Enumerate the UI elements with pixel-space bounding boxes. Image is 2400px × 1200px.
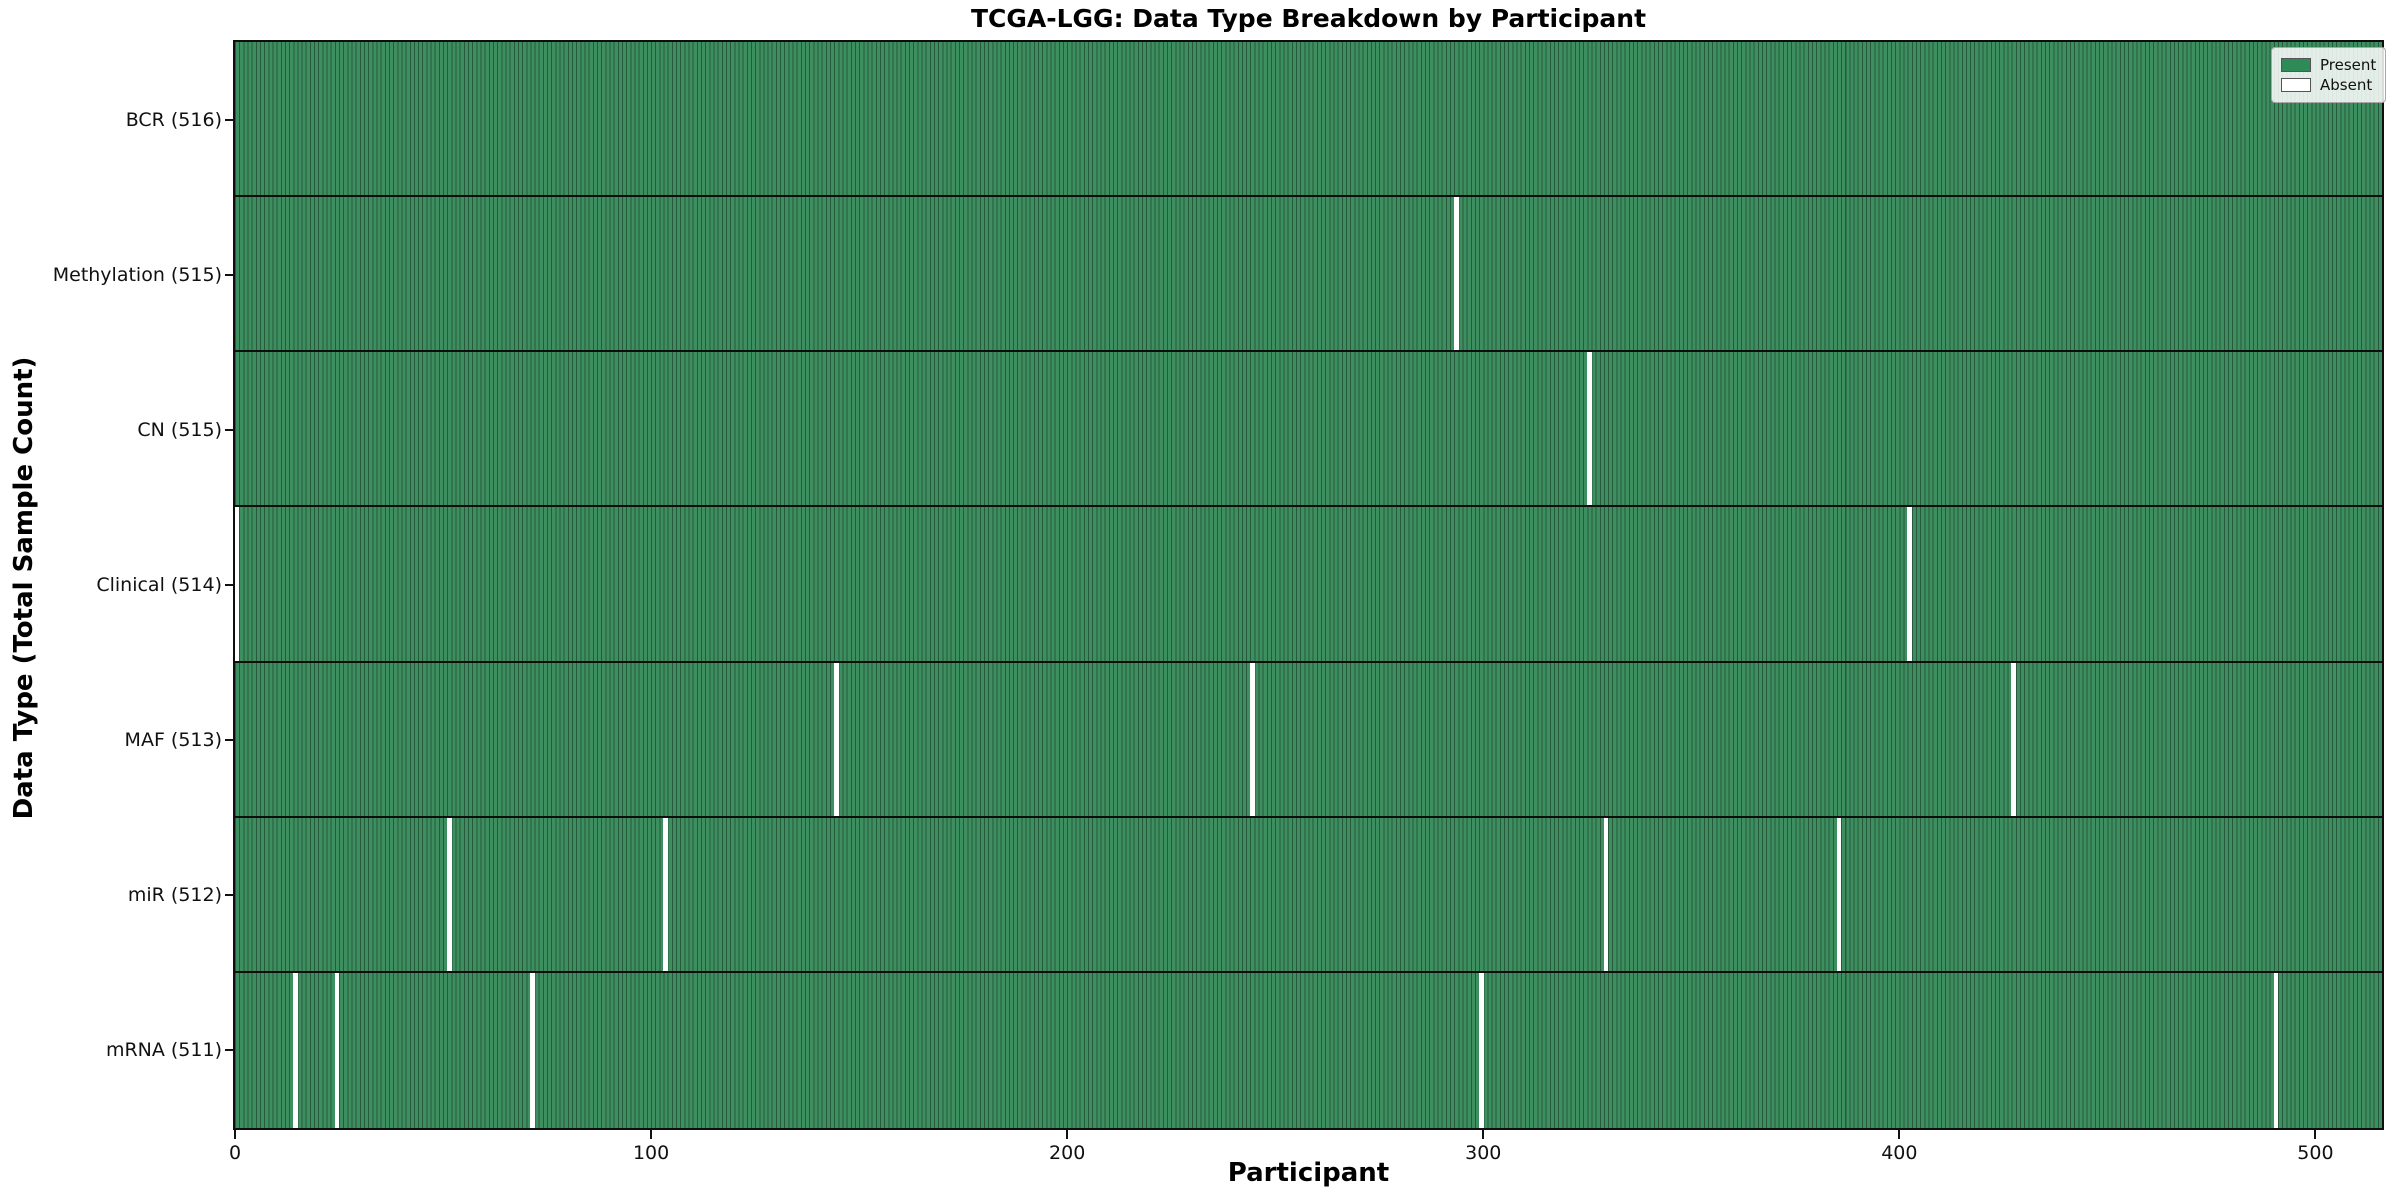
absent-gap (1603, 817, 1609, 971)
y-tick-mark (225, 894, 233, 897)
absent-gap (1907, 507, 1913, 661)
x-tick-mark (650, 1130, 653, 1139)
absent-gap (2273, 972, 2279, 1128)
legend: Present Absent (2271, 47, 2387, 103)
x-tick-mark (2314, 1130, 2317, 1139)
row-strip-mir (235, 817, 2382, 973)
x-tick-mark (1482, 1130, 1485, 1139)
x-tick-mark (1066, 1130, 1069, 1139)
y-tick-mark (225, 273, 233, 276)
chart-title: TCGA-LGG: Data Type Breakdown by Partici… (970, 4, 1647, 33)
x-tick-mark (234, 1130, 236, 1139)
row-strip-clinical (235, 507, 2382, 663)
absent-gap (1836, 817, 1842, 971)
y-tick-label: Methylation (515) (52, 263, 222, 286)
x-tick-label: 200 (1049, 1142, 1086, 1164)
y-tick-label: mRNA (511) (105, 1039, 222, 1062)
absent-gap (1587, 352, 1592, 506)
x-axis-label: Participant (1227, 1158, 1390, 1188)
x-tick-label: 100 (632, 1142, 670, 1164)
y-tick-label: Clinical (514) (96, 574, 222, 596)
present-swatch (2281, 58, 2311, 72)
y-tick-label: BCR (516) (125, 108, 222, 131)
absent-swatch (2281, 78, 2311, 92)
y-tick-mark (225, 428, 233, 431)
y-tick-mark (225, 739, 233, 742)
row-strip-methylation (235, 197, 2382, 353)
absent-gap (663, 817, 668, 971)
absent-gap (1249, 662, 1255, 816)
absent-gap (2011, 662, 2017, 816)
plot-area (233, 40, 2384, 1130)
legend-entry-present: Present (2281, 56, 2376, 74)
row-strip-bcr (235, 42, 2382, 198)
absent-gap (1453, 197, 1459, 351)
absent-gap (530, 972, 535, 1128)
y-tick-mark (225, 118, 233, 121)
y-tick-label: miR (512) (127, 884, 222, 907)
row-strip-mrna (235, 972, 2382, 1128)
row-strip-maf (235, 662, 2382, 818)
absent-gap (1478, 972, 1484, 1128)
x-tick-label: 400 (1881, 1142, 1918, 1164)
absent-gap (833, 662, 839, 816)
legend-entry-absent: Absent (2281, 76, 2376, 94)
x-tick-mark (1898, 1130, 1901, 1139)
absent-gap (235, 507, 240, 661)
y-tick-label: CN (515) (137, 418, 222, 441)
x-tick-label: 500 (2297, 1142, 2334, 1164)
y-tick-label: MAF (513) (124, 729, 222, 752)
absent-gap (446, 817, 452, 971)
absent-gap (293, 972, 298, 1128)
y-tick-mark (225, 584, 233, 586)
x-tick-label: 0 (228, 1142, 242, 1164)
x-tick-label: 300 (1465, 1142, 1502, 1164)
legend-label-present: Present (2320, 56, 2377, 74)
absent-gap (334, 972, 340, 1128)
row-strip-cn (235, 352, 2382, 508)
legend-label-absent: Absent (2320, 76, 2373, 94)
y-tick-mark (225, 1049, 233, 1052)
